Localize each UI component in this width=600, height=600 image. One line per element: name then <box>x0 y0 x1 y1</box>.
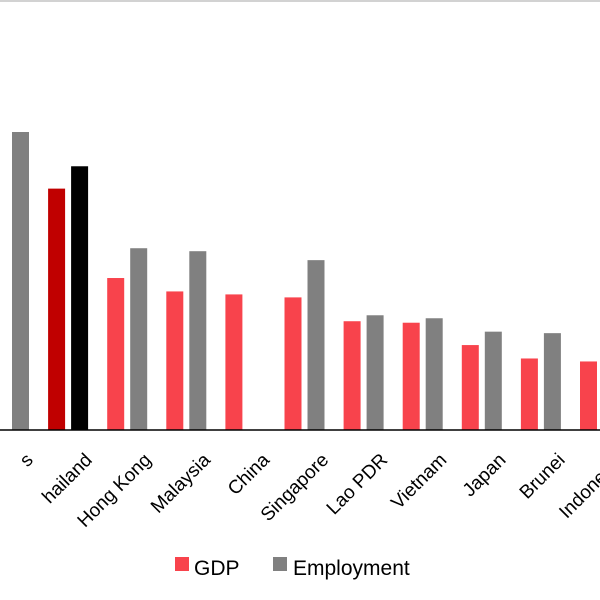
legend-label-employment: Employment <box>293 557 410 580</box>
bar-group <box>12 132 597 430</box>
bar-gdp-thailand <box>48 188 66 430</box>
x-tick-label-thailand: hailand <box>39 450 97 508</box>
bar-employment-japan <box>484 331 502 430</box>
x-tick-label-japan: Japan <box>459 450 510 501</box>
bar-employment-philippines <box>12 132 29 430</box>
bar-employment-vietnam <box>425 318 443 430</box>
legend-swatch-gdp <box>175 557 189 571</box>
bar-employment-brunei <box>543 333 561 430</box>
x-tick-label-vietnam: Vietnam <box>387 450 451 514</box>
bar-gdp-indonesia <box>580 361 597 430</box>
x-tick-label-malaysia: Malaysia <box>147 449 215 517</box>
bar-gdp-hong-kong <box>107 278 125 430</box>
legend: GDP Employment <box>175 557 410 580</box>
bar-employment-lao-pdr <box>366 315 384 430</box>
bar-gdp-malaysia <box>166 291 184 430</box>
bar-gdp-china <box>225 294 243 430</box>
legend-label-gdp: GDP <box>194 557 240 580</box>
bar-employment-hong-kong <box>130 248 148 430</box>
bar-gdp-vietnam <box>402 322 420 430</box>
x-tick-label-brunei: Brunei <box>516 450 570 504</box>
x-tick-label-lao-pdr: Lao PDR <box>323 450 392 519</box>
bar-gdp-japan <box>461 345 479 430</box>
bar-gdp-brunei <box>520 358 538 430</box>
legend-swatch-employment <box>273 557 287 571</box>
bar-employment-singapore <box>307 260 325 430</box>
bar-employment-thailand <box>71 166 89 430</box>
x-tick-label-philippines: s <box>16 450 38 472</box>
bar-gdp-singapore <box>284 297 302 430</box>
bar-gdp-lao-pdr <box>343 321 361 430</box>
x-tick-label-china: China <box>224 449 274 499</box>
bar-employment-malaysia <box>189 251 207 430</box>
